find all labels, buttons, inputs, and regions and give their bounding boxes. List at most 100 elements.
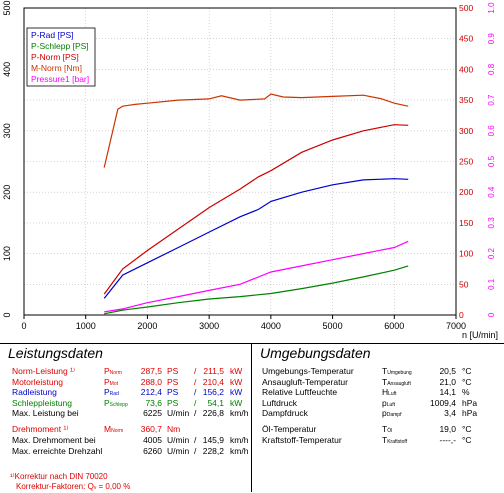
leistung-value1: 6225: [143, 408, 162, 418]
umgebung-unit: °C: [462, 376, 472, 387]
umgebung-value: 20,5: [439, 366, 456, 376]
series-pressure1-bar: [104, 240, 409, 313]
drehmoment-value1: 6260: [143, 446, 162, 456]
leistung-label: Radleistung: [12, 387, 57, 397]
y-left-tick-label: 0: [2, 312, 12, 317]
umgebung-label: Dampfdruck: [262, 408, 308, 418]
drehmoment-sep: /: [194, 446, 197, 456]
umgebung-value: 3,4: [444, 408, 456, 418]
y-left-tick-label: 400: [2, 62, 12, 77]
drehmoment-unit1: U/min: [167, 435, 190, 445]
x-tick-label: 1000: [76, 321, 96, 331]
leistung-unit2: kW: [230, 376, 243, 387]
series-p-schlepp-ps: [104, 265, 409, 315]
umgebung-value: 1009,4: [430, 397, 456, 408]
series-p-rad-ps: [103, 178, 409, 299]
umgebungsdaten-panel: Umgebungsdaten Umgebungs-Temperatur TUmge…: [252, 343, 504, 492]
y-axis-left: 0 100 200 300 400 500: [2, 0, 12, 317]
leistung-sep: /: [194, 387, 197, 397]
y-right-power-tick-label: 200: [459, 187, 473, 197]
legend-item: P-Schlepp [PS]: [31, 41, 89, 51]
y-right-pressure-tick-label: 0.8: [487, 63, 496, 75]
umgebungsdaten-title: Umgebungsdaten: [260, 345, 371, 361]
y-right-power-tick-label: 0: [459, 310, 464, 320]
leistung-sep: /: [194, 366, 197, 376]
drehmoment-value1: 4005: [143, 435, 162, 445]
dyno-chart: 0 1000 2000 3000 4000 5000 6000 7000 0100200300…: [2, 0, 498, 340]
y-right-power-tick-label: 350: [459, 95, 473, 105]
umgebung-symbol: TÖl: [382, 424, 393, 434]
chart-legend: P-Rad [PS]P-Schlepp [PS]P-Norm [PS]M-Nor…: [26, 27, 96, 87]
leistung-sep: /: [194, 408, 197, 418]
y-left-tick-label: 200: [2, 185, 12, 200]
y-right-pressure-tick-label: 0.2: [487, 247, 496, 259]
y-axis-right-pressure: 0 0.1 0.2 0.3 0.4 0.5 0.6 0.7 0.8 0.9 1.0: [487, 2, 496, 317]
drehmoment-label: Max. erreichte Drehzahl: [12, 446, 103, 456]
leistung-sep: /: [194, 376, 197, 387]
umgebung-symbol: pDampf: [382, 408, 402, 418]
leistung-value1: 212,4: [140, 387, 162, 397]
leistung-unit2: kW: [230, 387, 243, 397]
legend-item: M-Norm [Nm]: [31, 63, 82, 73]
x-axis: 0 1000 2000 3000 4000 5000 6000 7000: [21, 315, 466, 331]
leistung-unit2: kW: [230, 366, 243, 376]
x-tick-label: 5000: [323, 321, 343, 331]
leistung-sep: /: [194, 397, 197, 408]
series-p-norm-ps: [103, 124, 409, 295]
drehmoment-sep: /: [194, 435, 197, 445]
leistung-unit2: km/h: [230, 408, 249, 418]
umgebung-unit: hPa: [462, 397, 478, 408]
leistung-value1: 73,6: [145, 397, 162, 408]
leistung-value2: 226,8: [202, 408, 224, 418]
leistung-unit1: PS: [167, 397, 179, 408]
series-m-norm-nm: [103, 93, 409, 168]
leistung-unit2: kW: [230, 397, 243, 408]
drehmoment-unit1: Nm: [167, 424, 181, 434]
y-right-power-tick-label: 250: [459, 157, 473, 167]
umgebung-value: ----,-: [439, 434, 456, 445]
drehmoment-label: Drehmoment ¹⁾: [12, 424, 69, 434]
y-right-pressure-tick-label: 0.4: [487, 186, 496, 198]
drehmoment-value2: 145,9: [202, 435, 224, 445]
umgebung-label: Umgebungs-Temperatur: [262, 366, 354, 376]
umgebung-unit: hPa: [462, 408, 478, 418]
umgebung-unit: °C: [462, 434, 472, 445]
y-right-power-tick-label: 400: [459, 64, 473, 74]
y-right-power-tick-label: 300: [459, 126, 473, 136]
x-tick-label: 2000: [137, 321, 157, 331]
legend-box: [26, 27, 96, 87]
umgebung-value: 14,1: [439, 387, 456, 397]
leistung-symbol: PSchlepp: [104, 397, 128, 408]
leistung-value2: 211,5: [203, 366, 224, 376]
legend-item: Pressure1 [bar]: [31, 74, 89, 84]
umgebung-label: Relative Luftfeuchte: [262, 387, 338, 397]
y-right-pressure-tick-label: 0.6: [487, 125, 496, 137]
y-right-pressure-tick-label: 0.7: [487, 94, 496, 106]
y-axis-right-power: 0 50 100 150 200 250 300 350 400 450 500: [459, 3, 473, 320]
umgebung-symbol: TUmgebung: [382, 366, 412, 376]
drehmoment-value2: 228,2: [202, 446, 224, 456]
leistung-symbol: PMot: [104, 376, 119, 387]
y-right-power-tick-label: 50: [459, 279, 469, 289]
leistung-unit1: PS: [167, 376, 179, 387]
leistung-value1: 288,0: [140, 376, 162, 387]
y-right-pressure-tick-label: 0.3: [487, 217, 496, 229]
x-tick-label: 7000: [446, 321, 466, 331]
leistung-value2: 156,2: [202, 387, 224, 397]
umgebung-value: 19,0: [439, 424, 456, 434]
leistung-unit1: U/min: [167, 408, 190, 418]
leistung-value2: 54,1: [207, 397, 224, 408]
umgebung-label: Öl-Temperatur: [262, 424, 317, 434]
y-right-pressure-tick-label: 0: [487, 312, 496, 317]
y-right-power-tick-label: 450: [459, 34, 473, 44]
y-right-pressure-tick-label: 0.5: [487, 155, 496, 167]
y-left-tick-label: 300: [2, 123, 12, 138]
drehmoment-unit2: km/h: [230, 446, 249, 456]
umgebung-symbol: TKraftstoff: [382, 434, 408, 445]
leistung-value1: 287,5: [140, 366, 162, 376]
y-right-pressure-tick-label: 0.9: [487, 33, 496, 45]
y-right-pressure-tick-label: 1.0: [487, 2, 496, 14]
drehmoment-unit1: U/min: [167, 446, 190, 456]
leistung-symbol: PRad: [104, 387, 119, 397]
x-tick-label: 3000: [199, 321, 219, 331]
